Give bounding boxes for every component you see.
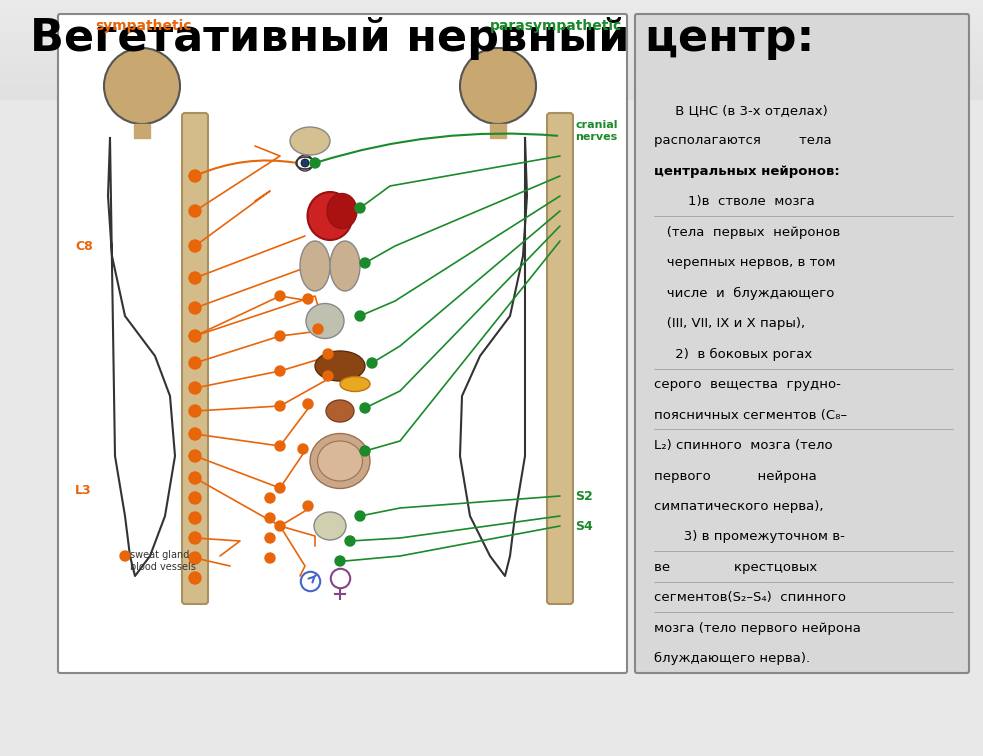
Circle shape: [355, 311, 365, 321]
FancyBboxPatch shape: [635, 14, 969, 673]
Ellipse shape: [300, 241, 330, 291]
Text: Вегетативный нервный центр:: Вегетативный нервный центр:: [30, 17, 814, 60]
Text: 1)в  стволе  мозга: 1)в стволе мозга: [654, 195, 814, 208]
Circle shape: [189, 405, 201, 417]
Ellipse shape: [340, 376, 370, 392]
Circle shape: [313, 324, 323, 334]
Circle shape: [104, 48, 180, 124]
Text: cranial
nerves: cranial nerves: [575, 120, 617, 142]
Circle shape: [301, 159, 309, 167]
Circle shape: [303, 399, 313, 409]
Text: L3: L3: [75, 485, 91, 497]
Circle shape: [189, 240, 201, 252]
Ellipse shape: [310, 433, 370, 488]
Circle shape: [275, 483, 285, 493]
Text: мозга (тело первого нейрона: мозга (тело первого нейрона: [654, 622, 860, 635]
Ellipse shape: [318, 441, 363, 481]
Circle shape: [275, 366, 285, 376]
Circle shape: [303, 294, 313, 304]
Circle shape: [265, 493, 275, 503]
Text: сегментов(S₂–S₄)  спинного: сегментов(S₂–S₄) спинного: [654, 591, 845, 605]
Circle shape: [189, 552, 201, 564]
Circle shape: [189, 532, 201, 544]
Circle shape: [275, 441, 285, 451]
Text: sympathetic: sympathetic: [95, 19, 192, 33]
Circle shape: [265, 553, 275, 563]
Text: C8: C8: [75, 240, 92, 253]
Circle shape: [120, 551, 130, 561]
Text: числе  и  блуждающего: числе и блуждающего: [654, 287, 834, 299]
Circle shape: [310, 158, 320, 168]
Text: 3) в промежуточном в-: 3) в промежуточном в-: [654, 531, 844, 544]
Circle shape: [189, 357, 201, 369]
FancyBboxPatch shape: [547, 113, 573, 604]
Text: 2)  в боковых рогах: 2) в боковых рогах: [654, 348, 812, 361]
Ellipse shape: [290, 127, 330, 155]
Ellipse shape: [314, 512, 346, 540]
Circle shape: [460, 48, 536, 124]
Circle shape: [265, 513, 275, 523]
Text: блуждающего нерва).: блуждающего нерва).: [654, 652, 810, 665]
Ellipse shape: [326, 400, 354, 422]
Circle shape: [189, 492, 201, 504]
Circle shape: [367, 358, 377, 368]
Circle shape: [189, 330, 201, 342]
Circle shape: [275, 291, 285, 301]
Text: центральных нейронов:: центральных нейронов:: [654, 165, 839, 178]
Text: S4: S4: [575, 519, 593, 532]
Text: sweat gland
blood vessels: sweat gland blood vessels: [130, 550, 196, 572]
Text: поясничных сегментов (C₈–: поясничных сегментов (C₈–: [654, 408, 846, 422]
Circle shape: [275, 331, 285, 341]
Circle shape: [355, 511, 365, 521]
Circle shape: [189, 205, 201, 217]
Circle shape: [189, 572, 201, 584]
Text: L₂) спинного  мозга (тело: L₂) спинного мозга (тело: [654, 439, 833, 452]
Ellipse shape: [315, 351, 365, 381]
Text: В ЦНС (в 3-х отделах): В ЦНС (в 3-х отделах): [654, 104, 828, 116]
Text: симпатического нерва),: симпатического нерва),: [654, 500, 823, 513]
Text: располагаются         тела: располагаются тела: [654, 135, 832, 147]
Text: (III, VII, IX и X пары),: (III, VII, IX и X пары),: [654, 317, 805, 330]
Circle shape: [298, 444, 308, 454]
Circle shape: [360, 258, 370, 268]
Circle shape: [189, 302, 201, 314]
FancyBboxPatch shape: [58, 14, 627, 673]
Circle shape: [265, 533, 275, 543]
Circle shape: [189, 170, 201, 182]
Circle shape: [303, 501, 313, 511]
Circle shape: [345, 536, 355, 546]
Circle shape: [189, 450, 201, 462]
Circle shape: [323, 371, 333, 381]
Circle shape: [275, 521, 285, 531]
Text: серого  вещества  грудно-: серого вещества грудно-: [654, 378, 840, 391]
Circle shape: [189, 472, 201, 484]
Circle shape: [189, 382, 201, 394]
Circle shape: [189, 512, 201, 524]
Text: S2: S2: [575, 489, 593, 503]
Ellipse shape: [308, 192, 353, 240]
Text: первого           нейрона: первого нейрона: [654, 469, 816, 482]
Text: (тела  первых  нейронов: (тела первых нейронов: [654, 225, 839, 239]
Circle shape: [323, 349, 333, 359]
Circle shape: [189, 272, 201, 284]
Ellipse shape: [330, 241, 360, 291]
FancyBboxPatch shape: [182, 113, 208, 604]
Ellipse shape: [306, 303, 344, 339]
Circle shape: [189, 428, 201, 440]
Circle shape: [360, 446, 370, 456]
Text: ве               крестцовых: ве крестцовых: [654, 561, 817, 574]
Circle shape: [360, 403, 370, 413]
Text: черепных нервов, в том: черепных нервов, в том: [654, 256, 836, 269]
Circle shape: [335, 556, 345, 566]
Text: parasympathetic: parasympathetic: [490, 19, 622, 33]
Circle shape: [275, 401, 285, 411]
Ellipse shape: [327, 194, 357, 228]
Circle shape: [297, 155, 313, 171]
Circle shape: [355, 203, 365, 213]
